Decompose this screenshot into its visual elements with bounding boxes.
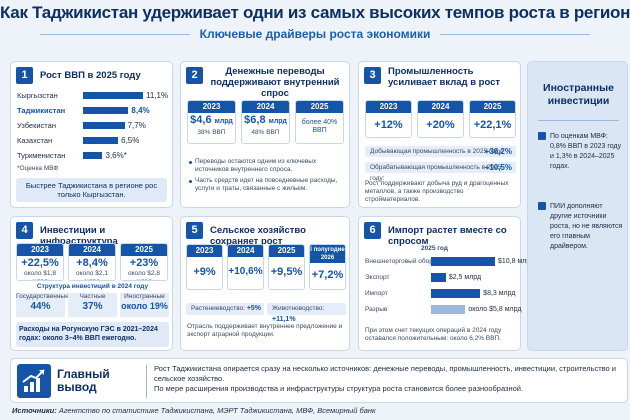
mining-row: Добывающая промышленность в 2025 году: +3… — [365, 146, 516, 157]
bar-value: 11,1% — [146, 91, 169, 100]
bar-label: Разрыв — [365, 306, 388, 313]
card-number: 6 — [364, 222, 381, 239]
conclusion-text: Рост Таджикистана опирается сразу на нес… — [154, 364, 616, 393]
card-number: 5 — [186, 222, 203, 239]
year-box-2023: 2023 +12% — [365, 100, 412, 138]
bar-value: 7,7% — [127, 121, 146, 130]
bullet-list: Переводы остаются одним из ключевых исто… — [189, 158, 345, 196]
bar-label: Кыргызстан — [17, 91, 58, 100]
year-box-2025: 2025 +9,5% — [268, 244, 305, 290]
card-text: Рост поддерживают добыча руд и драгоценн… — [365, 180, 509, 203]
bar — [83, 137, 119, 144]
bar-label: Туркменистан — [17, 151, 66, 160]
structure-title: Структура инвестиций в 2024 году — [36, 283, 149, 290]
card-title: Промышленность усиливает вклад в рост — [388, 66, 501, 88]
card-text: Отрасль поддерживает внутреннее предложе… — [187, 323, 343, 338]
year-box-2023: 2023+22,5%около $1,8 млрд — [16, 243, 64, 281]
panel-item-1: По оценкам МВФ: 0,8% ВВП в 2023 году и 1… — [538, 132, 624, 172]
card-number: 2 — [186, 67, 203, 84]
bar-value: 8,4% — [131, 106, 150, 115]
conclusion-title: Главный вывод — [57, 367, 110, 394]
bar — [83, 107, 129, 114]
footnote: *Оценка МВФ — [17, 165, 59, 172]
panel-title: Иностранные инвестиции — [543, 82, 614, 107]
crop-row: Растениеводство: +5% — [186, 303, 264, 315]
conclusion-box: Главный вывод Рост Таджикистана опираетс… — [10, 358, 628, 403]
card-title: Импорт растет вместе со спросом — [388, 225, 507, 247]
card-title: Денежные переводы поддерживают внутренни… — [210, 66, 340, 99]
card-note: Быстрее Таджикистана в регионе рос тольк… — [16, 178, 167, 202]
header: Как Таджикистан удерживает одни из самых… — [0, 0, 630, 26]
bar-row-2: Таджикистан 8,4% — [17, 105, 177, 116]
panel-divider — [538, 120, 619, 121]
card-text: При этом счет текущих операций в 2024 го… — [365, 327, 502, 342]
card-number: 4 — [16, 222, 33, 239]
year-box-2024: 2024+8,4%около $2,1 млрд — [68, 243, 116, 281]
bar-value: 6,5% — [121, 136, 140, 145]
structure-private: Частные 37% — [68, 293, 117, 317]
sources: Источники: Агентство по статистике Таджи… — [12, 406, 376, 415]
year-box-2023: 2023 +9% — [186, 244, 223, 290]
bar-value: 3,6%* — [105, 151, 127, 160]
bar-label: Узбекистан — [17, 121, 56, 130]
card-imports: 6 Импорт растет вместе со спросом 2025 г… — [358, 216, 534, 351]
panel-item-2: ПИИ дополняют другие источники роста, но… — [538, 202, 624, 252]
check-icon — [538, 132, 546, 140]
bar-value: $10,8 млрд — [498, 258, 535, 265]
bar-value: около $5,8 млрд — [468, 306, 522, 313]
bar-label: Импорт — [365, 290, 388, 297]
card-investment: 4 Инвестиции и инфраструктура 2023 +22,5%… — [10, 216, 173, 351]
card-remittances: 2 Денежные переводы поддерживают внутрен… — [180, 61, 350, 208]
page-title: Как Таджикистан удерживает одни из самых… — [0, 3, 630, 22]
bar-row-3: Узбекистан 7,7% — [17, 120, 177, 131]
foreign-investment-panel: Иностранные инвестиции По оценкам МВФ: 0… — [527, 61, 628, 351]
check-icon — [538, 202, 546, 210]
bar — [83, 122, 125, 129]
bar-row-5: Туркменистан 3,6%* — [17, 150, 177, 161]
livestock-row: Животноводство: +11,1% — [267, 303, 346, 323]
chart-year-label: 2025 год — [421, 245, 448, 252]
bar — [83, 92, 143, 99]
card-industry: 3 Промышленность усиливает вклад в рост … — [358, 61, 521, 208]
card-note: Расходы на Рогунскую ГЭС в 2021–2024 год… — [16, 322, 169, 347]
manufacturing-row: Обрабатывающая промышленность в 2025 год… — [365, 162, 516, 182]
bar — [431, 289, 481, 298]
card-number: 1 — [16, 67, 33, 84]
bar-value: $2,5 млрд — [448, 274, 482, 281]
year-box-2024: 2024 +20% — [417, 100, 464, 138]
bar — [431, 305, 466, 314]
year-box-2024: 2024 $6,8 млрд 48% ВВП — [241, 100, 290, 144]
year-box-2024: 2024 +10,6% — [227, 244, 264, 290]
card-title: Инвестиции и инфраструктура — [40, 225, 118, 247]
bar-label: Внешнеторговый оборот — [365, 258, 440, 265]
card-gdp-growth: 1 Рост ВВП в 2025 году Кыргызстан 11,1% Та… — [10, 61, 173, 208]
year-box-h1-2026: I полугодие 2026 +7,2% — [309, 244, 346, 290]
conclusion-divider — [146, 365, 147, 398]
bar-label: Экспорт — [365, 274, 390, 281]
chart-growth-icon — [17, 364, 51, 398]
bar-row-1: Кыргызстан 11,1% — [17, 90, 177, 101]
card-number: 3 — [364, 67, 381, 84]
year-box-2025: 2025+23%около $2,8 млрд — [120, 243, 168, 281]
year-box-2025: 2025 +22,1% — [469, 100, 516, 138]
bar-label: Казахстан — [17, 136, 53, 145]
bar-row-4: Казахстан 6,5% — [17, 135, 177, 146]
bar-value: $8,3 млрд — [483, 290, 516, 297]
bar — [431, 273, 446, 282]
card-title: Сельское хозяйство сохраняет рост — [210, 225, 306, 247]
structure-foreign: Иностранные около 19% — [120, 293, 169, 317]
bar — [431, 257, 495, 266]
card-title: Рост ВВП в 2025 году — [40, 70, 141, 81]
bar — [83, 152, 103, 159]
year-box-2025: 2025 более 40% ВВП — [295, 100, 344, 144]
page-subtitle: Ключевые драйверы роста экономики — [0, 27, 630, 41]
card-agriculture: 5 Сельское хозяйство сохраняет рост 2023… — [180, 216, 350, 351]
bar-label: Таджикистан — [17, 106, 66, 115]
year-box-2023: 2023 $4,6 млрд 38% ВВП — [187, 100, 236, 144]
structure-public: Государственные 44% — [16, 293, 69, 317]
